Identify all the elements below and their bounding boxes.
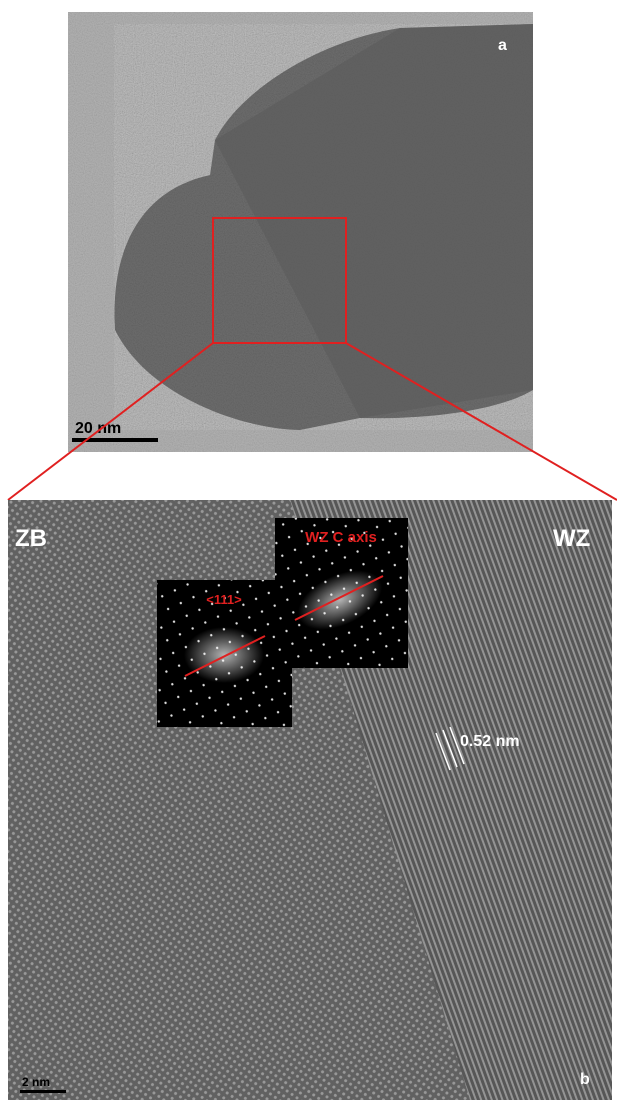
panel-a: a 20 nm <box>68 12 533 452</box>
panel-b: ZB WZ <111> WZ C axis 0.52 nm 2 nm b <box>8 500 612 1100</box>
fft-inset: WZ C axis <box>275 518 408 668</box>
fft-inset: <111> <box>157 580 292 727</box>
figure: a 20 nm ZB WZ <111> WZ C axis 0.52 nm 2 … <box>0 0 617 1107</box>
phase-label: WZ <box>553 525 590 552</box>
inset-label: <111> <box>206 592 242 607</box>
panel-label: b <box>580 1071 590 1088</box>
inset-label: WZ C axis <box>305 529 377 546</box>
panel-label: a <box>498 37 507 54</box>
phase-label: ZB <box>15 525 47 552</box>
scale-bar <box>20 1090 66 1093</box>
scale-bar-label: 20 nm <box>75 420 121 437</box>
fft-glow <box>184 627 264 683</box>
spacing-label: 0.52 nm <box>460 733 520 750</box>
scale-bar-label: 2 nm <box>22 1075 50 1089</box>
